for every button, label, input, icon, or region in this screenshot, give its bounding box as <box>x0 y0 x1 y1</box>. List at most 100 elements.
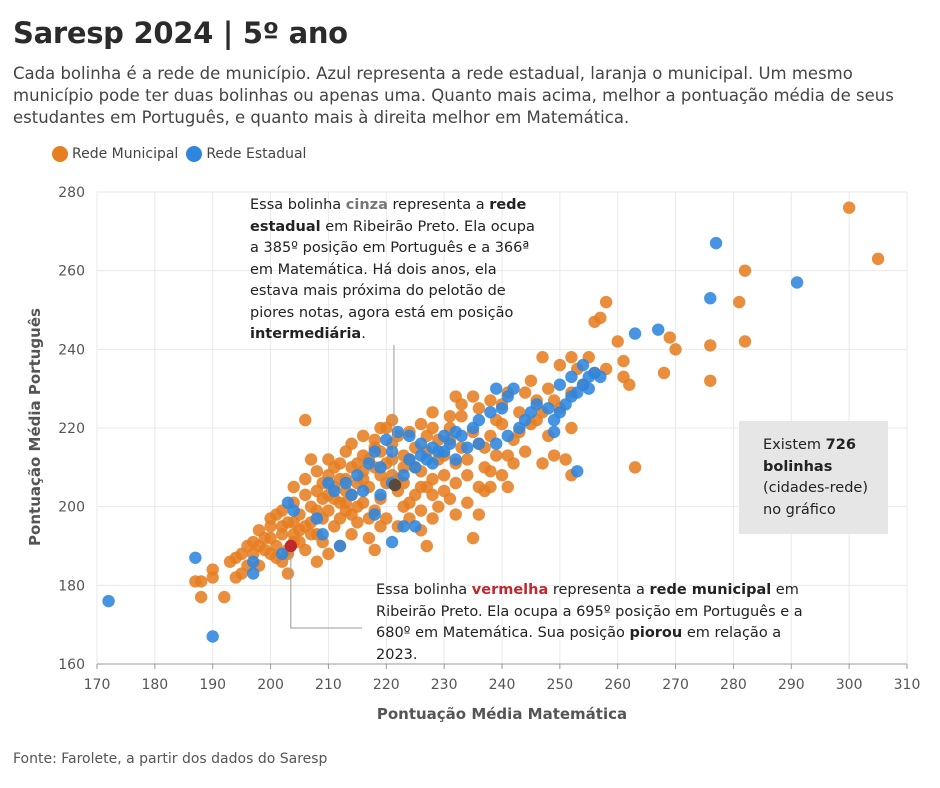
point-municipal <box>310 465 324 478</box>
point-municipal <box>553 358 567 372</box>
y-tick-label: 260 <box>58 264 85 280</box>
point-municipal <box>426 512 439 525</box>
point-estadual <box>356 484 370 498</box>
point-municipal <box>264 512 277 525</box>
point-municipal <box>194 590 208 604</box>
point-estadual <box>333 539 347 553</box>
point-municipal <box>536 351 549 364</box>
point-municipal <box>524 374 538 387</box>
annotation-gray-text-2: representa a <box>387 197 490 213</box>
point-municipal <box>738 264 752 277</box>
chart-subtitle: Cada bolinha é a rede de município. Azul… <box>13 64 894 127</box>
point-municipal <box>299 488 312 502</box>
point-estadual <box>374 488 387 502</box>
annotation-red-word-vermelha: vermelha <box>471 582 549 598</box>
point-municipal <box>426 406 439 419</box>
point-municipal <box>617 354 630 368</box>
y-axis-label: Pontuação Média Português <box>26 308 44 546</box>
count-number: 726 bolinhas <box>763 437 856 475</box>
point-municipal <box>466 390 480 403</box>
legend-item-estadual[interactable]: Rede Estadual <box>186 146 306 162</box>
point-estadual <box>345 488 358 502</box>
point-municipal <box>449 508 462 521</box>
axis-layer: 170 180 190 200 210 220 230 240 250 260 270 280 290 3… <box>58 185 920 693</box>
point-municipal <box>299 472 312 486</box>
point-municipal <box>426 488 439 502</box>
point-municipal <box>414 480 428 494</box>
point-municipal <box>455 398 468 411</box>
point-municipal <box>871 252 885 266</box>
point-estadual <box>287 504 300 517</box>
point-municipal <box>559 453 572 466</box>
point-estadual <box>490 437 503 450</box>
point-municipal <box>206 563 219 576</box>
points-layer <box>102 201 885 643</box>
point-estadual <box>565 370 578 384</box>
point-estadual <box>790 276 804 289</box>
point-municipal <box>704 374 717 387</box>
point-municipal <box>472 402 486 415</box>
annotation-gray-text-4: . <box>361 326 366 342</box>
point-municipal <box>611 335 624 348</box>
point-municipal <box>733 295 746 309</box>
legend-swatch-estadual <box>186 146 203 162</box>
annotation-gray-text-1: Essa bolinha <box>250 197 346 213</box>
point-municipal <box>547 449 561 462</box>
point-estadual <box>368 508 381 521</box>
y-tick-label: 280 <box>58 185 85 201</box>
point-municipal <box>484 480 497 494</box>
count-text-2: (cidades-rede) no gráfico <box>763 480 869 518</box>
x-tick-label: 290 <box>778 677 805 693</box>
point-municipal <box>414 417 428 431</box>
legend-item-municipal[interactable]: Rede Municipal <box>52 146 178 162</box>
point-estadual <box>189 551 202 564</box>
y-tick-label: 240 <box>58 342 85 358</box>
point-estadual <box>571 465 584 478</box>
point-municipal <box>704 339 717 352</box>
point-municipal <box>223 555 237 568</box>
point-municipal <box>258 543 271 557</box>
legend-label-municipal: Rede Municipal <box>72 146 179 162</box>
legend-swatch-municipal <box>52 146 68 162</box>
point-estadual <box>426 441 439 454</box>
point-municipal <box>385 413 399 427</box>
point-municipal <box>229 571 243 584</box>
point-estadual <box>391 425 405 439</box>
y-tick-label: 180 <box>58 578 85 594</box>
point-municipal <box>495 469 509 482</box>
annotation-red-text-4: em relação a 2023. <box>376 625 782 663</box>
point-estadual <box>247 555 260 568</box>
x-axis-label: Pontuação Média Matemática <box>377 705 627 723</box>
point-estadual <box>437 445 451 458</box>
source-note: Fonte: Farolete, a partir dos dados do S… <box>13 751 328 767</box>
leader-line-red <box>290 552 362 629</box>
point-estadual <box>704 292 717 305</box>
annotation-gray-word-intermediaria: intermediária <box>250 326 362 342</box>
point-municipal <box>374 421 387 435</box>
point-estadual <box>472 437 486 450</box>
point-estadual <box>507 382 520 395</box>
point-municipal <box>565 421 578 435</box>
y-tick-label: 220 <box>58 421 85 437</box>
point-estadual <box>553 378 567 391</box>
point-estadual <box>385 445 399 458</box>
chart-title: Saresp 2024 | 5º ano <box>13 16 348 50</box>
point-municipal <box>443 492 457 505</box>
point-estadual <box>403 453 416 466</box>
point-estadual <box>374 461 387 474</box>
point-municipal <box>218 590 231 604</box>
annotation-red-text-3: em Ribeirão Preto. Ela ocupa a 695º posi… <box>376 582 803 641</box>
point-estadual <box>437 429 451 443</box>
point-estadual <box>414 449 428 462</box>
point-municipal <box>484 394 497 407</box>
count-text-1: Existem <box>763 437 826 453</box>
point-estadual <box>310 512 324 525</box>
x-tick-label: 210 <box>315 677 342 693</box>
point-municipal <box>414 504 428 517</box>
x-tick-label: 240 <box>489 677 516 693</box>
point-municipal <box>738 335 752 348</box>
point-municipal <box>842 201 856 214</box>
point-estadual <box>397 520 410 533</box>
x-tick-label: 200 <box>257 677 284 693</box>
point-estadual <box>490 382 503 395</box>
